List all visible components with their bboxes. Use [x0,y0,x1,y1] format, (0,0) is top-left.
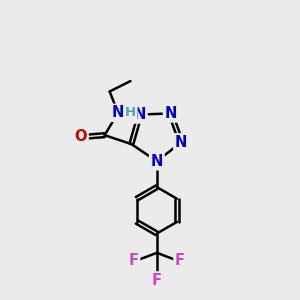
Text: N: N [134,107,146,122]
Text: N: N [151,154,163,169]
Text: F: F [129,253,139,268]
Text: F: F [152,273,162,288]
Text: N: N [175,135,187,150]
Text: F: F [175,253,185,268]
Text: N: N [164,106,177,121]
Text: N: N [112,105,124,120]
Text: H: H [125,106,136,119]
Text: O: O [75,129,87,144]
